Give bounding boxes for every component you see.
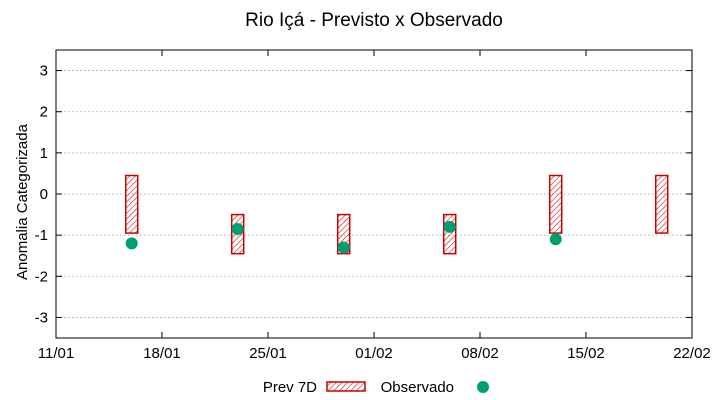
grid (56, 70, 692, 318)
x-axis: 11/01 18/01 25/01 01/02 08/02 15/02 22/02 (38, 50, 711, 362)
y-tick-label: -3 (35, 309, 48, 326)
y-tick-label: 0 (40, 186, 48, 203)
observed-series (125, 220, 562, 254)
y-tick-label: -2 (35, 268, 48, 285)
forecast-box (442, 213, 457, 255)
y-axis-label: Anomalia Categorizada (14, 123, 31, 280)
forecast-series (124, 174, 669, 255)
x-tick-label: 18/01 (143, 345, 181, 362)
y-axis: -3 -2 -1 0 1 2 3 (35, 63, 692, 326)
legend: Prev 7D Observado (263, 379, 489, 396)
x-tick-label: 15/02 (567, 345, 605, 362)
forecast-box (548, 174, 563, 234)
legend-swatch-observed (477, 381, 489, 393)
x-tick-label: 08/02 (461, 345, 499, 362)
legend-label-observed: Observado (381, 379, 454, 396)
x-tick-label: 25/01 (249, 345, 287, 362)
x-tick-label: 22/02 (673, 345, 711, 362)
observed-point (231, 222, 244, 235)
observed-point (443, 220, 456, 233)
observed-point (549, 233, 562, 246)
forecast-box (654, 174, 669, 234)
legend-label-forecast: Prev 7D (263, 379, 317, 396)
legend-swatch-forecast (326, 381, 366, 392)
x-tick-label: 11/01 (38, 345, 74, 362)
forecast-box (124, 174, 139, 234)
y-tick-label: 2 (40, 104, 48, 121)
chart-title: Rio Içá - Previsto x Observado (245, 10, 503, 31)
x-tick-label: 01/02 (355, 345, 393, 362)
y-tick-label: -1 (35, 227, 48, 244)
y-tick-label: 1 (40, 145, 48, 162)
observed-point (337, 241, 350, 254)
y-tick-label: 3 (40, 63, 48, 80)
observed-point (125, 237, 138, 250)
